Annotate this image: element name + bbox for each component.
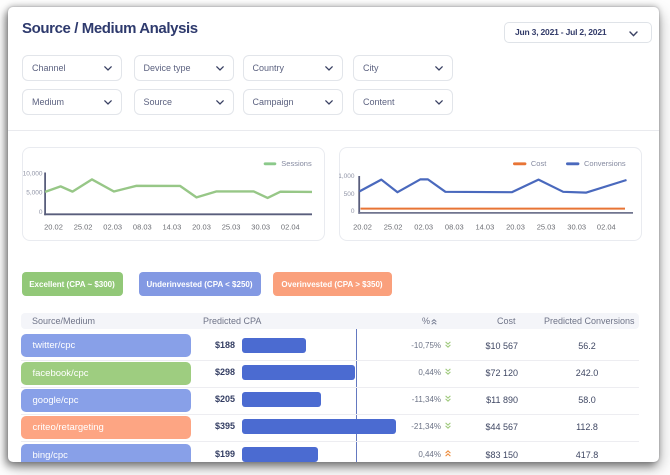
svg-text:20.02: 20.02 <box>44 223 63 232</box>
svg-text:25.02: 25.02 <box>74 223 93 232</box>
svg-text:02.03: 02.03 <box>414 223 433 232</box>
svg-text:0: 0 <box>351 208 355 215</box>
svg-text:20.02: 20.02 <box>353 223 372 232</box>
svg-text:5,000: 5,000 <box>26 189 43 196</box>
svg-text:500: 500 <box>344 191 355 198</box>
svg-text:30.03: 30.03 <box>567 223 586 232</box>
svg-text:25.02: 25.02 <box>384 223 403 232</box>
svg-text:14.03: 14.03 <box>163 223 182 232</box>
svg-text:20.03: 20.03 <box>192 223 211 232</box>
svg-text:Sessions: Sessions <box>281 159 312 168</box>
svg-text:02.04: 02.04 <box>281 223 300 232</box>
svg-text:08.03: 08.03 <box>133 223 152 232</box>
svg-text:30.03: 30.03 <box>251 223 270 232</box>
svg-text:Cost: Cost <box>531 159 547 168</box>
svg-text:14.03: 14.03 <box>476 223 495 232</box>
svg-text:02.04: 02.04 <box>597 223 616 232</box>
svg-text:10,000: 10,000 <box>23 170 43 177</box>
svg-text:25.03: 25.03 <box>222 223 241 232</box>
svg-text:25.03: 25.03 <box>537 223 556 232</box>
svg-text:02.03: 02.03 <box>103 223 122 232</box>
svg-text:20.03: 20.03 <box>506 223 525 232</box>
svg-text:0: 0 <box>39 209 43 216</box>
svg-text:08.03: 08.03 <box>445 223 464 232</box>
svg-text:1,000: 1,000 <box>339 173 355 180</box>
svg-text:Conversions: Conversions <box>584 159 626 168</box>
